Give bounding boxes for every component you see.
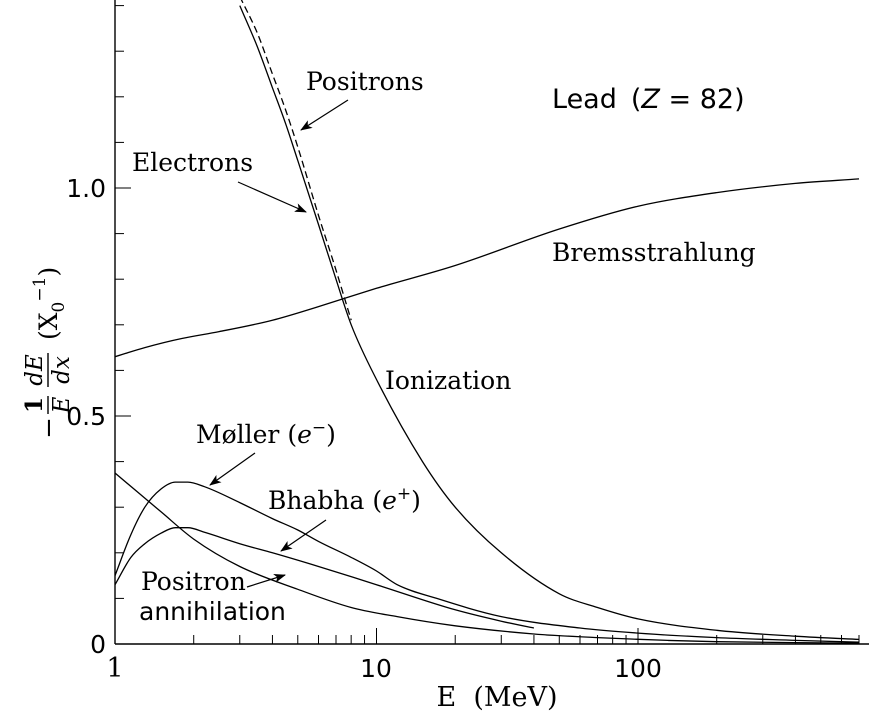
- x-axis-title: E (MeV): [436, 682, 557, 713]
- y-tick-labels: 0 0.5 1.0: [66, 174, 106, 659]
- series-line-positrons: [240, 0, 352, 321]
- y-title-unit: (X0−1): [30, 267, 69, 340]
- axis-ticks: [114, 5, 860, 645]
- annotation-bhabha: Bhabha (e+): [268, 484, 421, 515]
- annotation-moller: Møller (e−): [196, 418, 336, 449]
- annotation-positron-line1: Positron: [141, 567, 246, 596]
- x-tick-label-100: 100: [614, 654, 662, 683]
- annotation-positron-line2: annihilation: [139, 597, 286, 626]
- x-tick-label-10: 10: [360, 654, 392, 683]
- y-axis-title: − 1 E dE dx (X0−1): [21, 267, 75, 439]
- y-tick-label-0: 0: [90, 630, 106, 659]
- annotation-material: Lead (Z = 82): [552, 84, 745, 115]
- y-title-dnum: dE: [22, 354, 48, 386]
- positrons-arrow: [300, 99, 349, 131]
- y-tick-label-1-0: 1.0: [66, 174, 106, 203]
- series-line-bremsstrahlung: [115, 178, 860, 358]
- y-title-minus: −: [34, 417, 64, 439]
- y-title-dden: dx: [49, 356, 75, 384]
- annotation-bremsstrahlung: Bremsstrahlung: [552, 238, 756, 267]
- annotation-ionization: Ionization: [385, 366, 511, 395]
- moller-arrow: [209, 452, 256, 486]
- series-line-bhabha-e: [115, 527, 535, 629]
- series-line-m-ller-e: [115, 481, 860, 643]
- x-tick-label-1: 1: [106, 653, 123, 684]
- annotation-electrons: Electrons: [132, 148, 253, 177]
- y-title-frac-den: E: [49, 396, 75, 414]
- y-title-frac-num: 1: [21, 397, 48, 413]
- x-tick-labels: 1 10 100: [106, 653, 661, 684]
- annotation-positrons: Positrons: [306, 67, 424, 96]
- series-line-electrons: [239, 5, 860, 641]
- annihilation-arrow: [246, 574, 286, 588]
- bhabha-arrow: [280, 519, 327, 552]
- y-tick-label-0-5: 0.5: [66, 402, 106, 431]
- series-curves: [115, 0, 860, 644]
- series-line-positron-annihilation: [115, 472, 860, 644]
- electrons-arrow: [237, 181, 307, 213]
